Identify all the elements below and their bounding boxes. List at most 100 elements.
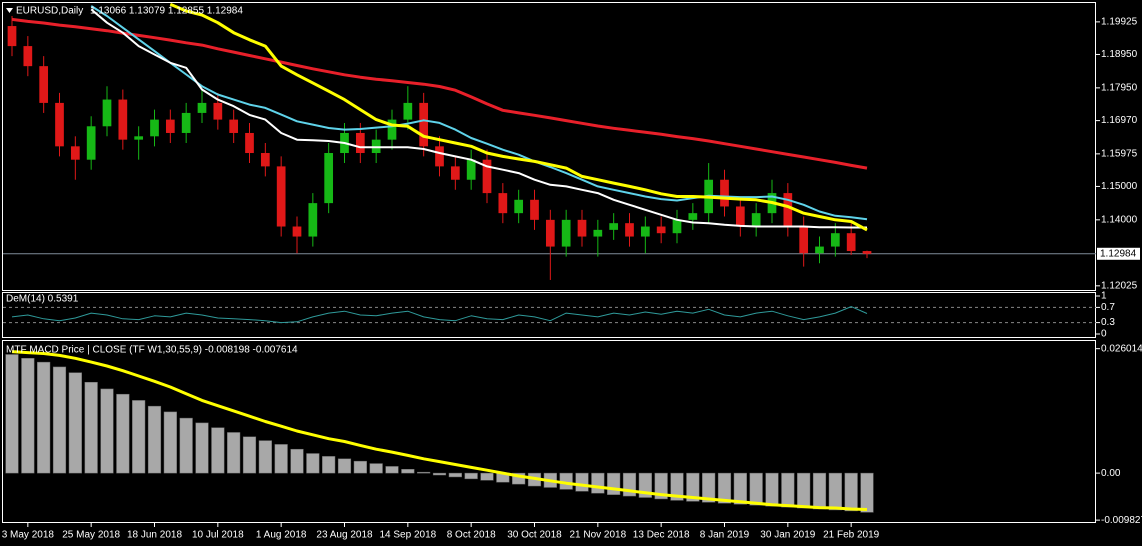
- histogram-bar: [717, 472, 732, 504]
- candle-body: [783, 193, 793, 227]
- candle-body: [70, 146, 80, 160]
- candle-body: [640, 226, 650, 237]
- candle-body: [260, 153, 270, 167]
- histogram-bar: [781, 472, 795, 508]
- dem-panel-frame: [2, 292, 1096, 338]
- y-tick-label: 0.7: [1101, 302, 1115, 313]
- histogram-bar: [242, 436, 257, 474]
- candle-body: [545, 219, 555, 247]
- candle-body: [403, 102, 413, 120]
- moving-average-line: [90, 5, 868, 221]
- candle-body: [213, 102, 223, 120]
- histogram-bar: [401, 469, 415, 474]
- candle-body: [419, 102, 429, 147]
- candle-body: [625, 223, 634, 237]
- histogram-bar: [21, 358, 35, 474]
- dem-title: DeM(14) 0.5391: [6, 294, 79, 305]
- candle-body: [862, 251, 872, 254]
- histogram-bar: [828, 472, 842, 511]
- histogram-bar: [765, 472, 779, 507]
- last-price-box: [1097, 247, 1140, 260]
- moving-average-line: [169, 2, 868, 232]
- histogram-bar: [179, 417, 193, 474]
- candle-body: [815, 246, 824, 254]
- histogram-bar: [432, 472, 447, 476]
- histogram-bar: [480, 472, 494, 481]
- histogram-bar: [353, 460, 367, 474]
- histogram-bar: [52, 366, 67, 474]
- ohlc-readout: 1.13066 1.13079 1.12855 1.12984: [90, 6, 243, 17]
- candle-body: [165, 119, 175, 133]
- candle-body: [229, 119, 239, 133]
- last-price-label: 1.12984: [1100, 248, 1137, 259]
- histogram-bar: [448, 472, 462, 478]
- x-tick-label: 3 May 2018: [2, 530, 55, 541]
- histogram-bar: [575, 472, 589, 492]
- candle-body: [799, 226, 809, 254]
- candle-body: [245, 132, 254, 154]
- x-tick-label: 10 Jul 2018: [192, 530, 244, 541]
- candle-body: [387, 119, 397, 140]
- moving-average-line: [11, 17, 868, 170]
- x-tick-label: 25 May 2018: [62, 530, 120, 541]
- candle-body: [751, 213, 761, 227]
- candle-body: [846, 233, 856, 252]
- candle-body: [688, 213, 698, 220]
- histogram-bar: [163, 411, 177, 474]
- x-tick-label: 30 Oct 2018: [507, 530, 562, 541]
- candle-body: [450, 166, 460, 180]
- histogram-bar: [116, 393, 130, 474]
- histogram-bar: [100, 388, 114, 474]
- candle-body: [39, 66, 49, 103]
- y-tick-label: 1.16970: [1101, 115, 1138, 126]
- candle-body: [593, 229, 603, 237]
- histogram-bar: [84, 381, 98, 474]
- candle-body: [514, 199, 524, 214]
- candle-body: [197, 102, 207, 113]
- candle-body: [720, 179, 729, 207]
- x-tick-label: 14 Sep 2018: [379, 530, 436, 541]
- histogram-bar: [290, 448, 304, 474]
- candle-body: [577, 219, 587, 237]
- y-tick-label: 1.15000: [1101, 181, 1138, 192]
- histogram-bar: [702, 472, 716, 503]
- candle-body: [435, 146, 444, 167]
- x-tick-label: 30 Jan 2019: [760, 530, 815, 541]
- histogram-bar: [369, 463, 383, 474]
- candle-body: [482, 159, 492, 194]
- candle-body: [276, 166, 286, 227]
- x-tick-label: 1 Aug 2018: [256, 530, 307, 541]
- indicator-line: [11, 306, 868, 324]
- histogram-bar: [670, 472, 684, 501]
- histogram-bar: [227, 432, 241, 474]
- candle-body: [355, 132, 365, 154]
- histogram-bar: [591, 472, 605, 494]
- x-tick-label: 23 Aug 2018: [316, 530, 373, 541]
- y-tick-label: 1.18950: [1101, 49, 1138, 60]
- histogram-bar: [417, 471, 431, 474]
- histogram-bar: [147, 405, 162, 474]
- histogram-bar: [607, 472, 621, 495]
- x-tick-label: 18 Jun 2018: [127, 530, 182, 541]
- macd-title: MTF MACD Price | CLOSE (TF W1,30,55,9) -…: [6, 345, 298, 356]
- y-tick-label: 0.00: [1101, 468, 1121, 479]
- x-tick-label: 13 Dec 2018: [633, 530, 690, 541]
- histogram-bar: [68, 372, 82, 474]
- histogram-bar: [733, 472, 747, 505]
- histogram-bar: [337, 458, 352, 474]
- candle-body: [530, 199, 539, 220]
- y-tick-label: 1: [1101, 291, 1107, 302]
- y-tick-label: -0.009827: [1101, 515, 1142, 526]
- candle-body: [86, 126, 96, 160]
- candle-body: [324, 153, 334, 204]
- y-tick-label: 1.19925: [1101, 17, 1138, 28]
- x-tick-label: 8 Oct 2018: [447, 530, 496, 541]
- candle-body: [7, 26, 17, 47]
- histogram-bar: [464, 472, 478, 480]
- histogram-bar: [5, 354, 19, 474]
- x-tick-label: 8 Jan 2019: [700, 530, 750, 541]
- y-tick-label: 0.026014: [1101, 343, 1142, 354]
- histogram-bar: [749, 472, 763, 506]
